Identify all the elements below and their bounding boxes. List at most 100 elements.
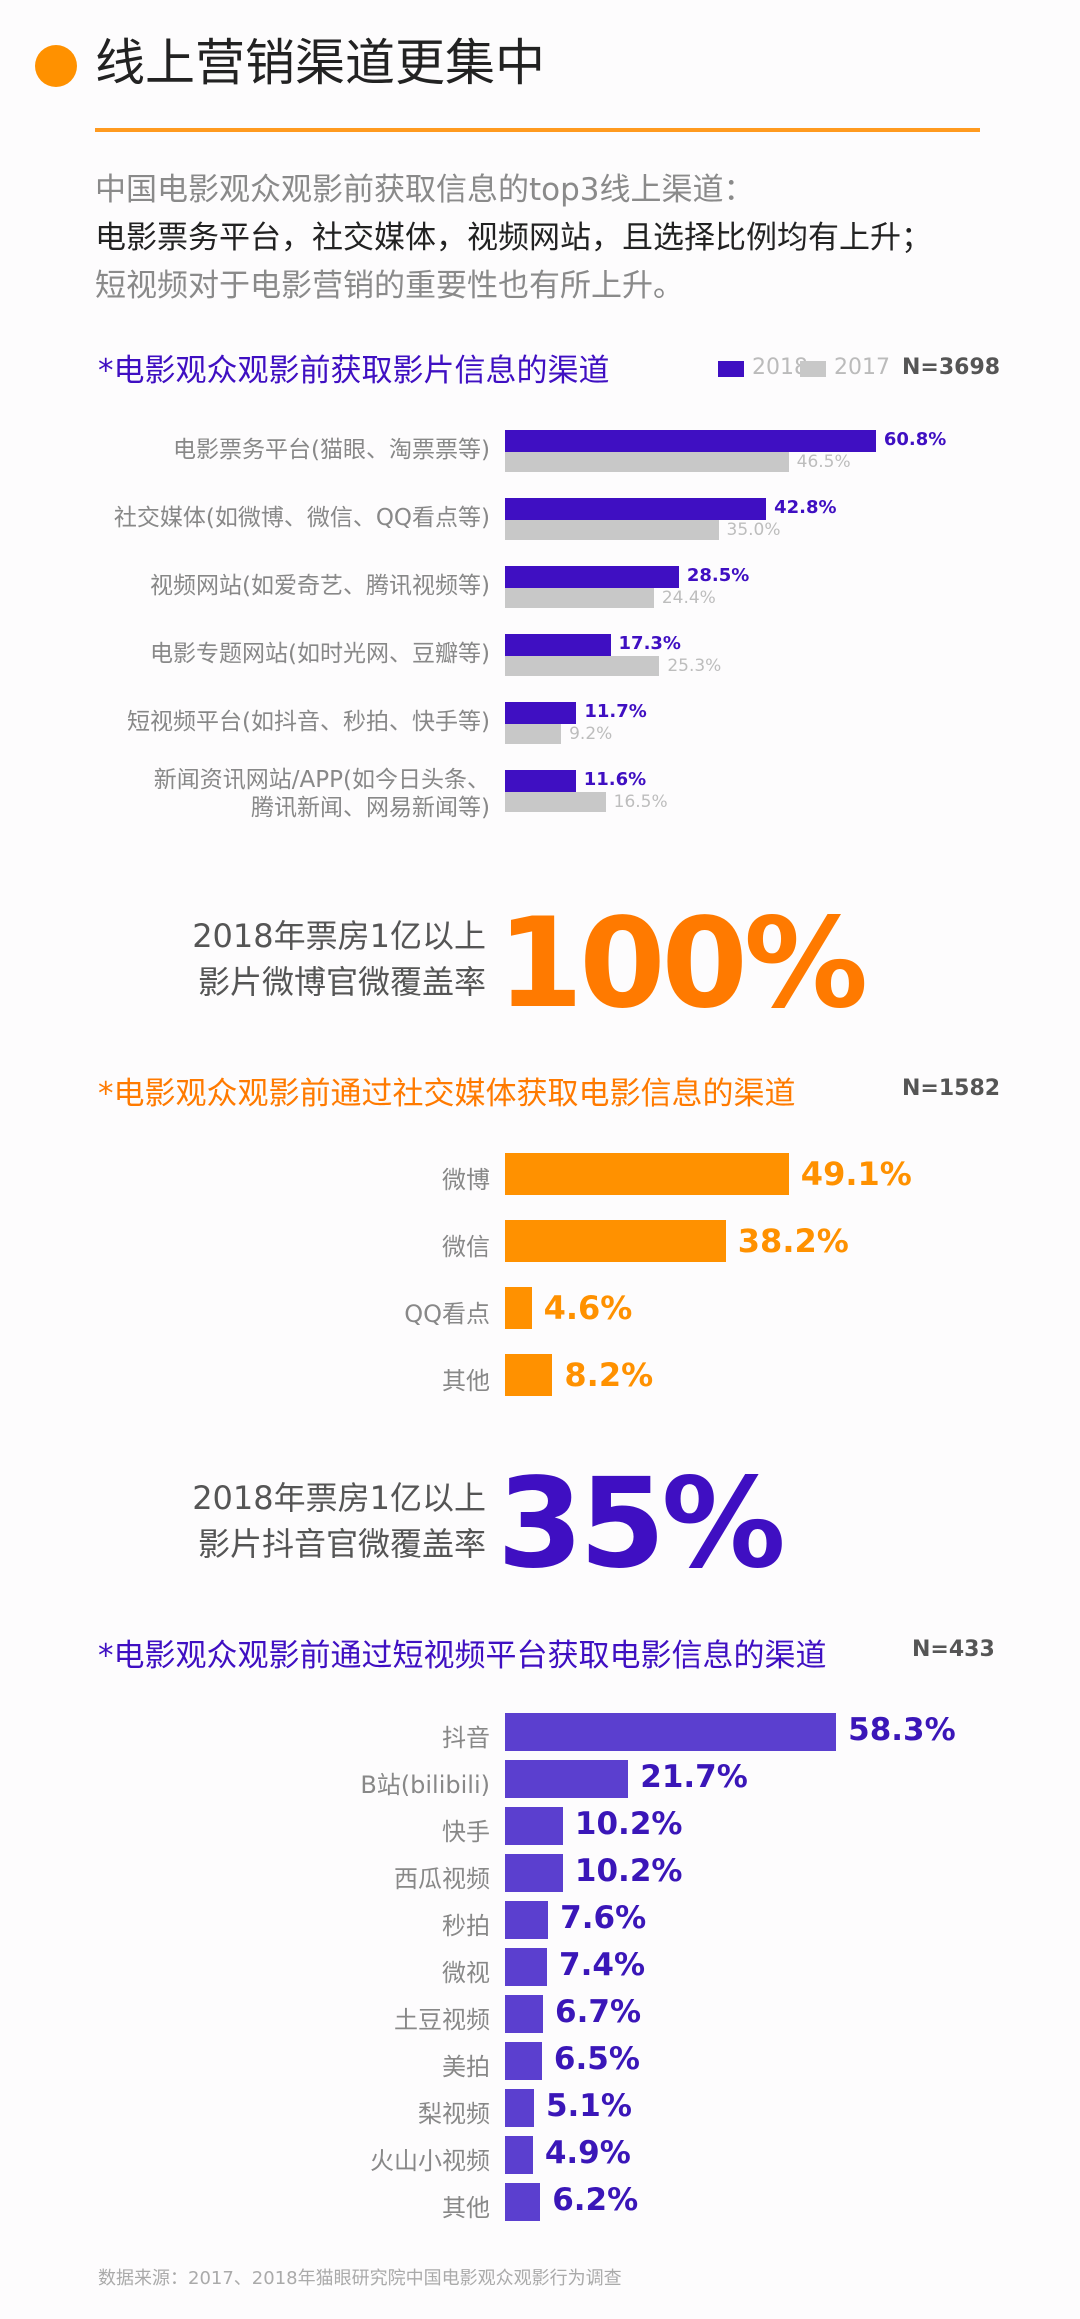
intro-line-3: 短视频对于电影营销的重要性也有所上升。	[95, 268, 684, 304]
chart1-category-label: 短视频平台(如抖音、秒拍、快手等)	[127, 709, 490, 735]
chart2-category-label: 微博	[442, 1166, 490, 1194]
chart1-bar-2017	[505, 588, 654, 608]
chart3-value: 7.4%	[559, 1947, 646, 1983]
chart3-category-label: 微视	[442, 1959, 490, 1987]
chart3-bar	[505, 2183, 541, 2221]
highlight1-value: 100%	[497, 892, 868, 1036]
chart3-value: 7.6%	[560, 1900, 647, 1936]
chart3-sample-size: N=433	[912, 1637, 995, 1662]
chart3-bar	[505, 1807, 563, 1845]
chart1-bar-2018	[505, 702, 577, 724]
chart3-category-label: 梨视频	[418, 2100, 490, 2128]
chart2-sample-size: N=1582	[902, 1076, 1001, 1101]
chart1-value-2017: 24.4%	[661, 588, 716, 608]
chart1-bar-2018	[505, 430, 876, 452]
chart1-bar-2017	[505, 520, 719, 540]
chart3-value: 6.2%	[552, 2182, 639, 2218]
legend-swatch-2018	[718, 361, 744, 377]
chart2-title: *电影观众观影前通过社交媒体获取电影信息的渠道	[98, 1076, 796, 1112]
intro-line-1: 中国电影观众观影前获取信息的top3线上渠道：	[95, 172, 755, 208]
chart1-category-label: 电影专题网站(如时光网、豆瓣等)	[150, 641, 490, 667]
chart3-category-label: 其他	[442, 2194, 490, 2222]
chart2-bar	[505, 1220, 726, 1262]
chart3-bar	[505, 2042, 542, 2080]
chart1-category-label: 电影票务平台(猫眼、淘票票等)	[173, 437, 490, 463]
highlight1-label-line1: 2018年票房1亿以上	[192, 917, 486, 955]
chart3-value: 21.7%	[640, 1759, 748, 1795]
chart1-value-2018: 28.5%	[686, 565, 750, 586]
chart2-value: 49.1%	[800, 1155, 912, 1193]
legend-label-2017: 2017	[834, 355, 890, 380]
chart3-category-label: 美拍	[442, 2053, 490, 2081]
chart1-bar-2018	[505, 498, 767, 520]
chart1-category-label: 社交媒体(如微博、微信、QQ看点等)	[113, 505, 490, 531]
chart1-sample-size: N=3698	[902, 355, 1001, 380]
chart1-bar-2017	[505, 792, 606, 812]
chart3-value: 6.5%	[553, 2041, 640, 2077]
highlight2-label-line2: 影片抖音官微覆盖率	[197, 1525, 486, 1563]
chart1-value-2017: 46.5%	[796, 452, 851, 472]
chart1-bar-2017	[505, 724, 562, 744]
chart1-value-2017: 9.2%	[569, 724, 613, 744]
chart3-category-label: 火山小视频	[370, 2147, 490, 2175]
chart1-bar-2018	[505, 770, 576, 792]
chart3-bar	[505, 1854, 563, 1892]
highlight1-label: 2018年票房1亿以上 影片微博官微覆盖率	[192, 913, 486, 1005]
legend-label-2018: 2018	[752, 355, 808, 380]
chart3-bar	[505, 2136, 533, 2174]
chart3-value: 58.3%	[848, 1712, 956, 1748]
highlight2-label: 2018年票房1亿以上 影片抖音官微覆盖率	[192, 1475, 486, 1567]
chart3-value: 5.1%	[545, 2088, 632, 2124]
chart3-value: 6.7%	[555, 1994, 642, 2030]
legend-swatch-2017	[800, 361, 826, 377]
chart3-bar	[505, 2089, 534, 2127]
highlight2-label-line1: 2018年票房1亿以上	[192, 1479, 486, 1517]
chart3-category-label: 快手	[442, 1818, 490, 1846]
chart1-value-2018: 11.6%	[583, 769, 647, 790]
chart3-category-label: 土豆视频	[394, 2006, 490, 2034]
intro-line-2: 电影票务平台，社交媒体，视频网站，且选择比例均有上升；	[95, 220, 932, 256]
chart2-bar	[505, 1287, 532, 1329]
chart1-value-2018: 42.8%	[774, 497, 837, 518]
chart3-category-label: B站(bilibili)	[360, 1771, 490, 1799]
chart1-value-2018: 17.3%	[618, 633, 681, 654]
chart3-value: 10.2%	[574, 1853, 683, 1889]
chart3-value: 10.2%	[574, 1806, 683, 1842]
chart1-value-2018: 60.8%	[883, 429, 947, 450]
chart3-category-label: 西瓜视频	[394, 1865, 490, 1893]
chart1-value-2018: 11.7%	[584, 701, 647, 722]
highlight1-label-line2: 影片微博官微覆盖率	[197, 963, 486, 1001]
chart3-bar	[505, 1995, 544, 2033]
chart2-category-label: QQ看点	[404, 1300, 490, 1328]
chart2-bar	[505, 1354, 553, 1396]
data-source-note: 数据来源：2017、2018年猫眼研究院中国电影观众观影行为调查	[98, 2268, 622, 2289]
title-bullet-dot	[35, 45, 77, 87]
chart3-category-label: 秒拍	[442, 1912, 490, 1940]
chart1-value-2017: 35.0%	[726, 520, 781, 540]
chart1-bar-2018	[505, 634, 611, 656]
chart1-bar-2017	[505, 656, 660, 676]
chart2-value: 4.6%	[543, 1289, 633, 1327]
chart1-category-label: 新闻资讯网站/APP(如今日头条、 腾讯新闻、网易新闻等)	[153, 767, 490, 821]
chart2-bar	[505, 1153, 789, 1195]
chart2-value: 38.2%	[737, 1222, 849, 1260]
chart3-bar	[505, 1713, 837, 1751]
chart3-bar	[505, 1948, 548, 1986]
chart1-title: *电影观众观影前获取影片信息的渠道	[98, 353, 610, 389]
chart3-bar	[505, 1760, 629, 1798]
chart3-value: 4.9%	[544, 2135, 631, 2171]
chart2-category-label: 其他	[442, 1367, 490, 1395]
chart3-bar	[505, 1901, 549, 1939]
chart1-value-2017: 16.5%	[613, 792, 668, 812]
chart1-bar-2017	[505, 452, 789, 472]
chart3-category-label: 抖音	[442, 1724, 490, 1752]
title-divider	[95, 128, 980, 132]
chart1-category-label: 视频网站(如爱奇艺、腾讯视频等)	[150, 573, 490, 599]
highlight2-value: 35%	[497, 1452, 786, 1596]
chart2-category-label: 微信	[442, 1233, 490, 1261]
chart3-title: *电影观众观影前通过短视频平台获取电影信息的渠道	[98, 1638, 827, 1674]
chart1-value-2017: 25.3%	[667, 656, 722, 676]
chart2-value: 8.2%	[564, 1356, 654, 1394]
page-title: 线上营销渠道更集中	[95, 34, 545, 92]
chart1-bar-2018	[505, 566, 679, 588]
